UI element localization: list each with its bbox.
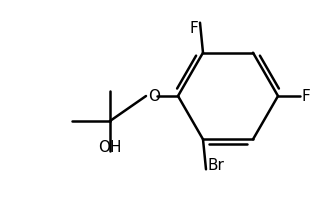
Text: O: O bbox=[148, 89, 160, 104]
Text: F: F bbox=[189, 21, 198, 35]
Text: Br: Br bbox=[208, 157, 225, 172]
Text: F: F bbox=[302, 89, 311, 104]
Text: OH: OH bbox=[98, 139, 122, 154]
